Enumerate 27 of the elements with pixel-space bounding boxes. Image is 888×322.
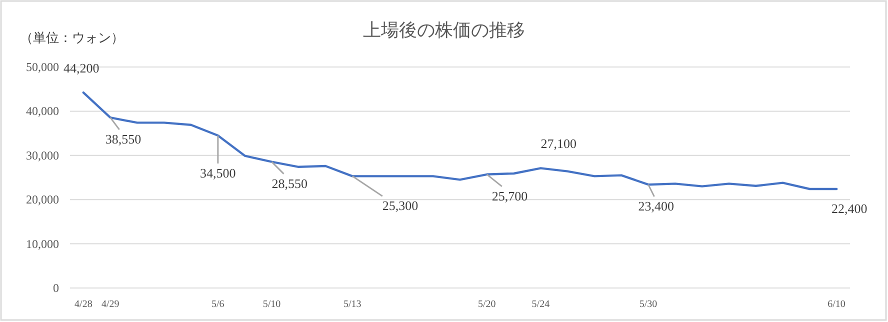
data-label: 34,500 [200, 166, 236, 181]
x-tick-label: 5/13 [344, 299, 362, 310]
data-label: 23,400 [638, 198, 674, 214]
x-tick-label: 5/20 [478, 299, 496, 310]
x-tick-label: 5/30 [639, 299, 658, 310]
data-label: 25,300 [382, 198, 418, 214]
x-tick-label: 4/28 [74, 299, 92, 310]
data-label: 22,400 [832, 200, 868, 216]
x-tick-label: 5/24 [532, 299, 550, 310]
x-tick-label: 6/10 [828, 299, 846, 310]
x-tick-label: 4/29 [101, 299, 120, 310]
data-label: 25,700 [492, 188, 528, 204]
line-series [82, 92, 838, 190]
y-tick-label: 10,000 [26, 236, 59, 251]
y-axis-title: （単位：ウォン） [20, 30, 124, 45]
y-tick-label: 0 [53, 281, 59, 295]
y-tick-label: 50,000 [26, 60, 59, 74]
y-tick-label: 20,000 [26, 192, 59, 207]
data-label: 27,100 [540, 136, 576, 152]
data-label: 44,200 [63, 60, 100, 76]
y-tick-label: 30,000 [26, 148, 59, 162]
y-tick-label: 40,000 [26, 104, 59, 118]
data-label: 28,550 [272, 176, 308, 191]
x-tick-label: 5/10 [262, 299, 281, 310]
x-tick-label: 5/6 [212, 299, 224, 310]
chart-title: 上場後の株価の推移 [363, 20, 525, 40]
data-label: 38,550 [105, 132, 142, 147]
